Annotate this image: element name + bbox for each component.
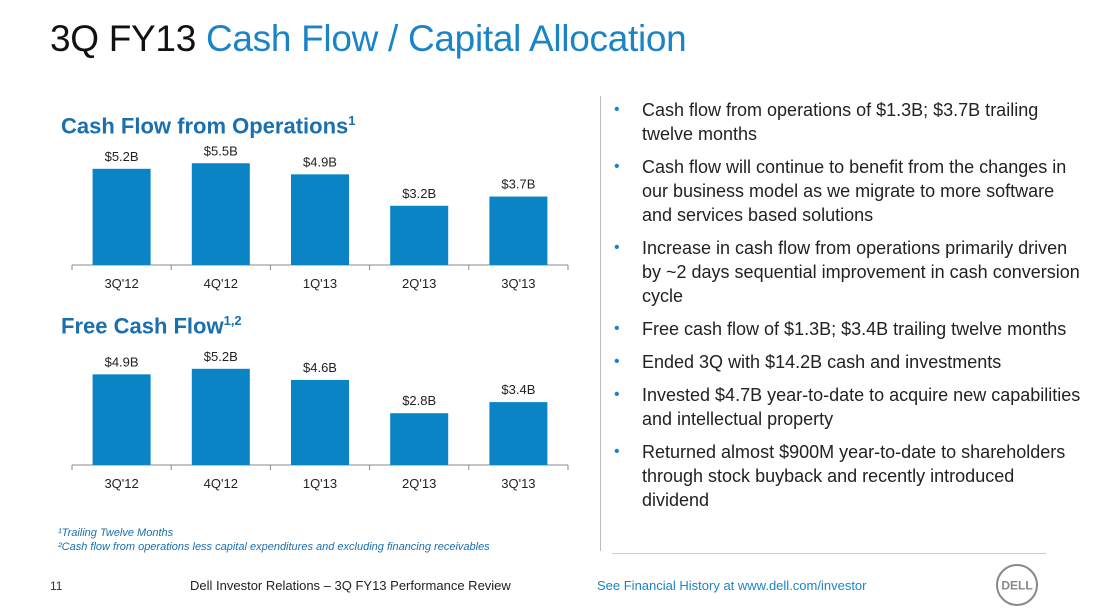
bullet-text: Ended 3Q with $14.2B cash and investment… xyxy=(642,352,1002,372)
bullet-item: • Returned almost $900M year-to-date to s… xyxy=(612,440,1082,512)
bullet-dot-icon: • xyxy=(614,386,620,403)
bar-value-label: $5.5B xyxy=(204,143,238,158)
fcf-chart-title: Free Cash Flow1,2 xyxy=(61,313,242,339)
x-tick-label: 1Q'13 xyxy=(303,276,337,291)
bar-value-label: $4.9B xyxy=(303,154,337,169)
bullet-text: Increase in cash flow from operations pr… xyxy=(642,238,1080,306)
bar-value-label: $3.2B xyxy=(402,186,436,201)
footnotes: ¹Trailing Twelve Months ²Cash flow from … xyxy=(58,526,490,554)
bar-value-label: $5.2B xyxy=(105,149,139,164)
cfo-bar-chart: $5.2B 3Q'12 $5.5B 4Q'12 $4.9B 1Q'13 $3.2B 2Q'13… xyxy=(71,143,569,291)
bullet-dot-icon: • xyxy=(614,239,620,256)
title-topic: Cash Flow / Capital Allocation xyxy=(205,18,687,59)
bullet-text: Cash flow will continue to benefit from … xyxy=(642,157,1067,225)
bar-value-label: $5.2B xyxy=(204,349,238,364)
footer-title: Dell Investor Relations – 3Q FY13 Perfor… xyxy=(190,578,511,593)
x-tick-label: 3Q'12 xyxy=(104,276,138,291)
x-tick-label: 3Q'12 xyxy=(104,476,138,491)
dell-logo-text: DELL xyxy=(1001,579,1032,593)
bullet-dot-icon: • xyxy=(614,353,620,370)
bullet-item: • Increase in cash flow from operations p… xyxy=(612,236,1082,308)
column-divider xyxy=(600,96,601,551)
title-period: 3Q FY13 xyxy=(50,18,196,59)
footer-rule xyxy=(612,553,1046,554)
bullet-text: Cash flow from operations of $1.3B; $3.7… xyxy=(642,100,1039,144)
footer-link[interactable]: See Financial History at www.dell.com/in… xyxy=(597,578,867,593)
bar-value-label: $4.9B xyxy=(105,354,139,369)
bar-4Q'12 xyxy=(191,368,250,465)
fcf-bar-chart: $4.9B 3Q'12 $5.2B 4Q'12 $4.6B 1Q'13 $2.8B 2Q'13… xyxy=(71,349,569,491)
x-tick-label: 2Q'13 xyxy=(402,276,436,291)
bar-value-label: $2.8B xyxy=(402,393,436,408)
bar-value-label: $3.4B xyxy=(501,382,535,397)
bullet-item: • Free cash flow of $1.3B; $3.4B trailing… xyxy=(612,317,1082,341)
cfo-title-sup: 1 xyxy=(348,113,356,128)
bullet-item: • Cash flow from operations of $1.3B; $3.… xyxy=(612,98,1082,146)
footnote-2: ²Cash flow from operations less capital … xyxy=(58,541,490,553)
bullet-dot-icon: • xyxy=(614,443,620,460)
bar-1Q'13 xyxy=(291,174,349,265)
page-title: 3Q FY13 Cash Flow / Capital Allocation xyxy=(50,18,687,60)
x-tick-label: 2Q'13 xyxy=(402,476,436,491)
bullet-text: Invested $4.7B year-to-date to acquire n… xyxy=(642,385,1081,429)
bar-4Q'12 xyxy=(191,163,250,265)
x-tick-label: 4Q'12 xyxy=(204,276,238,291)
bullet-dot-icon: • xyxy=(614,101,620,118)
cfo-title-text: Cash Flow from Operations xyxy=(61,113,349,139)
cfo-chart-title: Cash Flow from Operations1 xyxy=(61,113,356,139)
bar-3Q'13 xyxy=(489,402,548,465)
bullet-list: • Cash flow from operations of $1.3B; $3.… xyxy=(612,98,1082,521)
fcf-title-sup: 1,2 xyxy=(223,313,242,328)
x-tick-label: 3Q'13 xyxy=(501,276,535,291)
bar-1Q'13 xyxy=(291,379,349,465)
fcf-title-text: Free Cash Flow xyxy=(61,313,224,339)
bar-2Q'13 xyxy=(390,205,449,265)
bullet-dot-icon: • xyxy=(614,320,620,337)
bullet-item: • Cash flow will continue to benefit from… xyxy=(612,155,1082,227)
bar-3Q'13 xyxy=(489,196,548,265)
bullet-text: Returned almost $900M year-to-date to sh… xyxy=(642,442,1066,510)
footnote-1: ¹Trailing Twelve Months xyxy=(58,527,174,539)
bullet-text: Free cash flow of $1.3B; $3.4B trailing … xyxy=(642,319,1067,339)
x-tick-label: 3Q'13 xyxy=(501,476,535,491)
bar-2Q'13 xyxy=(390,413,449,465)
page-number: 11 xyxy=(50,579,63,593)
bullet-dot-icon: • xyxy=(614,158,620,175)
x-tick-label: 4Q'12 xyxy=(204,476,238,491)
x-tick-label: 1Q'13 xyxy=(303,476,337,491)
bar-value-label: $3.7B xyxy=(501,177,535,192)
bar-value-label: $4.6B xyxy=(303,360,337,375)
bullet-item: • Ended 3Q with $14.2B cash and investmen… xyxy=(612,350,1082,374)
bar-3Q'12 xyxy=(92,374,151,465)
bar-3Q'12 xyxy=(92,168,151,265)
dell-logo: DELL xyxy=(996,564,1038,606)
bullet-item: • Invested $4.7B year-to-date to acquire … xyxy=(612,383,1082,431)
